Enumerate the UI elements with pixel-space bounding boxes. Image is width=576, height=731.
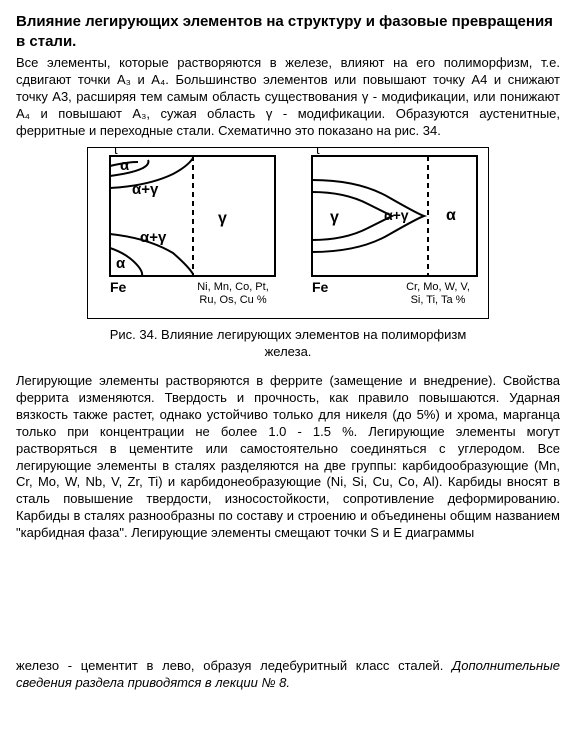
xlabel-left-2: Ru, Os, Cu % — [199, 294, 266, 306]
label-gamma-left: γ — [218, 210, 227, 227]
label-ag-bot-left: α+γ — [140, 229, 167, 246]
label-ag-top-left: α+γ — [132, 181, 159, 198]
figure-34: t α α+γ γ α+γ α Fe Ni, Mn, Co, Pt, Ru, O… — [16, 147, 560, 361]
label-gamma-right: γ — [330, 209, 339, 226]
paragraph-2: Легирующие элементы растворяются в ферри… — [16, 373, 560, 542]
xlabel-right-1: Cr, Mo, W, V, — [406, 281, 470, 293]
figure-caption: Рис. 34. Влияние легирующих элементов на… — [98, 327, 478, 361]
xlabel-left-1: Ni, Mn, Co, Pt, — [197, 281, 269, 293]
label-alpha-top-left: α — [120, 157, 130, 174]
diagram-right: t γ α+γ α Fe Cr, Mo, W, V, Si, Ti, Ta % — [290, 148, 488, 318]
axis-fe-right: Fe — [312, 279, 329, 295]
foot-text-1: железо - цементит в лево, образуя ледебу… — [16, 658, 443, 673]
paragraph-3: железо - цементит в лево, образуя ледебу… — [16, 658, 560, 692]
paragraph-1: Все элементы, которые растворяются в жел… — [16, 55, 560, 139]
page-title: Влияние легирующих элементов на структур… — [16, 12, 560, 51]
label-ag-right: α+γ — [384, 207, 409, 223]
axis-t-left: t — [114, 148, 118, 157]
label-alpha-bot-left: α — [116, 255, 126, 272]
xlabel-right-2: Si, Ti, Ta % — [411, 294, 466, 306]
axis-fe-left: Fe — [110, 279, 127, 295]
diagram-left: t α α+γ γ α+γ α Fe Ni, Mn, Co, Pt, Ru, O… — [88, 148, 286, 318]
axis-t-right: t — [316, 148, 320, 157]
page-gap — [16, 548, 560, 658]
label-alpha-right: α — [446, 207, 456, 224]
